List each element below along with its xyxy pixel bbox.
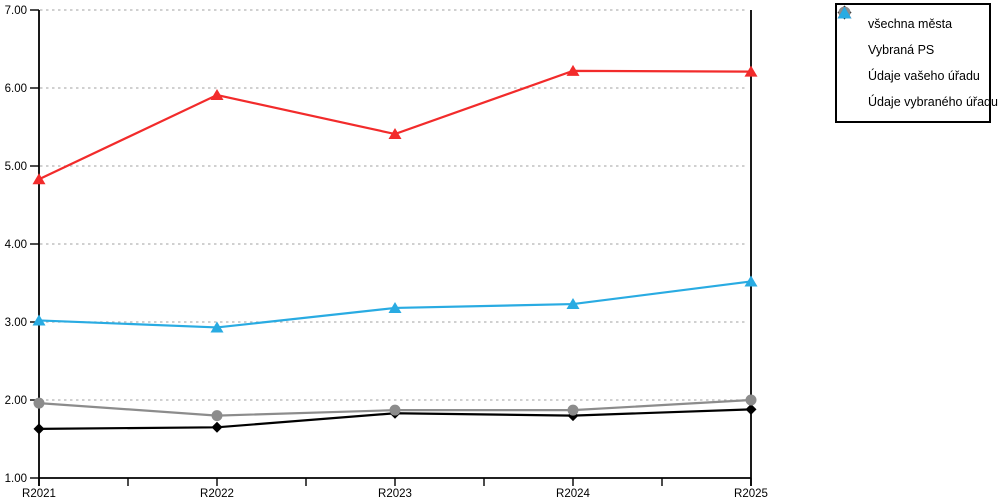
y-tick-label: 6.00: [5, 83, 27, 95]
y-tick-label: 7.00: [5, 5, 27, 17]
legend-item-vsechna-mesta: všechna města: [837, 5, 985, 36]
legend-item-udaje-vaseho-uradu: Údaje vašeho úřadu: [837, 6, 985, 89]
legend-label: všechna města: [868, 16, 953, 31]
y-tick-label: 2.00: [5, 395, 27, 407]
data-point-marker: [210, 89, 224, 101]
legend-label: Vybraná PS: [868, 42, 935, 57]
triangle-marker-icon: [837, 6, 860, 110]
data-point-marker: [744, 65, 758, 77]
x-tick-label: R2024: [556, 488, 590, 500]
y-tick-label: 4.00: [5, 239, 27, 251]
circle-marker-icon: [838, 6, 860, 57]
data-point-marker: [745, 394, 757, 406]
legend-item-udaje-vybraneho-uradu: Údaje vybraného úřadu: [837, 6, 998, 115]
data-point-marker: [32, 173, 46, 185]
data-point-marker: [388, 128, 402, 140]
y-tick-label: 5.00: [5, 161, 27, 173]
data-point-marker: [32, 314, 46, 326]
x-tick-label: R2025: [734, 488, 768, 500]
data-point-marker: [33, 423, 45, 435]
data-point-marker: [388, 301, 402, 313]
data-point-marker: [745, 403, 757, 415]
x-tick-label: R2023: [378, 488, 412, 500]
x-tick-label: R2022: [200, 488, 234, 500]
legend-item-vybrana-ps: Vybraná PS: [838, 6, 985, 62]
legend-label: Údaje vybraného úřadu: [868, 95, 998, 110]
data-point-marker: [211, 421, 223, 433]
triangle-marker-icon: [837, 6, 860, 84]
data-point-marker: [566, 298, 580, 310]
y-tick-label: 3.00: [5, 317, 27, 329]
data-point-marker: [389, 404, 401, 416]
legend-label: Údaje vašeho úřadu: [868, 69, 980, 84]
x-tick-label: R2021: [22, 488, 56, 500]
data-point-marker: [567, 404, 579, 416]
series-line: [38, 69, 752, 181]
data-point-marker: [33, 397, 45, 409]
data-point-marker: [210, 321, 224, 333]
y-tick-label: 1.00: [5, 473, 27, 485]
legend: všechna města Vybraná PS Údaje vašeho úř…: [835, 3, 998, 123]
data-point-marker: [211, 410, 223, 422]
data-point-marker: [744, 275, 758, 287]
data-point-marker: [566, 64, 580, 76]
